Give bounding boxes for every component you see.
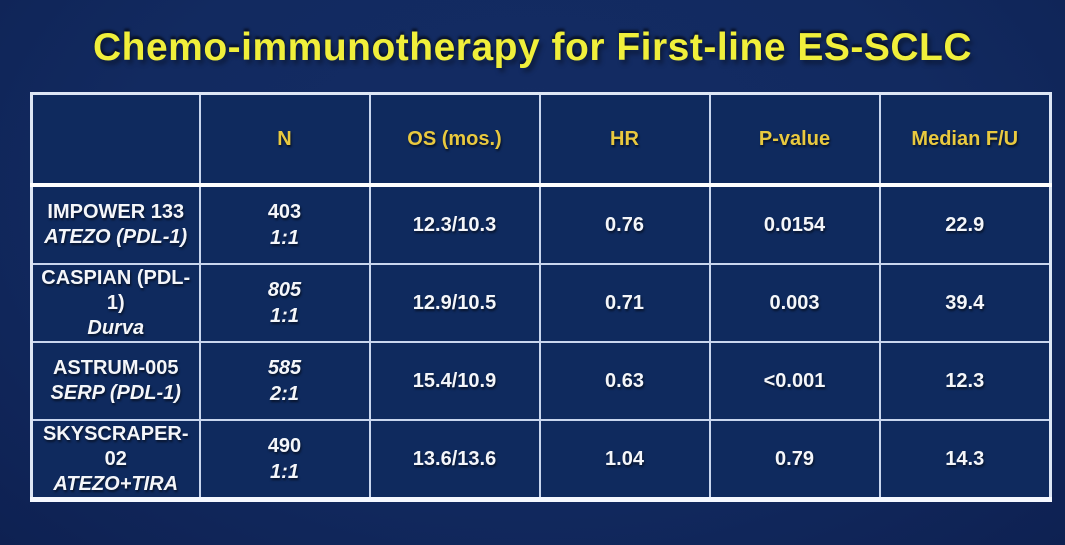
n-value: 585 [267,357,302,379]
trial-name: ASTRUM-005 [52,357,179,379]
n-value: 403 [267,201,302,223]
table-row-impower133: IMPOWER 133 ATEZO (PDL-1) 403 1:1 12.3/1… [30,184,1052,265]
regimen: ATEZO (PDL-1) [44,226,188,248]
trial-name: IMPOWER 133 [47,201,185,223]
trial-label-cell: IMPOWER 133 ATEZO (PDL-1) [30,184,201,265]
n-cell: 403 1:1 [198,184,371,265]
p-value: 0.79 [708,419,881,501]
os-value: 12.9/10.5 [368,263,541,343]
os-value: 13.6/13.6 [368,419,541,501]
n-cell: 490 1:1 [198,419,371,501]
p-value: 0.0154 [708,184,881,265]
col-header-hr: HR [538,92,711,187]
n-value: 805 [267,279,302,301]
col-header-pvalue: P-value [708,92,881,187]
median-fu-value: 14.3 [878,419,1052,501]
col-header-median-fu: Median F/U [878,92,1052,187]
p-value: <0.001 [708,341,881,421]
col-header-n: N [198,92,371,187]
regimen: SERP (PDL-1) [50,382,181,404]
hr-value: 1.04 [538,419,711,501]
median-fu-value: 39.4 [878,263,1052,343]
median-fu-value: 12.3 [878,341,1052,421]
randomization-ratio: 1:1 [270,461,299,483]
randomization-ratio: 2:1 [270,383,299,405]
trials-table: N OS (mos.) HR P-value Median F/U IMPOWE… [30,92,1052,502]
slide-title: Chemo-immunotherapy for First-line ES-SC… [92,26,973,69]
hr-value: 0.71 [538,263,711,343]
table-row-caspian: CASPIAN (PDL-1) Durva 805 1:1 12.9/10.5 … [30,263,1052,343]
trial-label-cell: ASTRUM-005 SERP (PDL-1) [30,341,201,421]
trial-name: SKYSCRAPER-02 [42,422,189,470]
randomization-ratio: 1:1 [270,305,299,327]
trial-label-cell: SKYSCRAPER-02 ATEZO+TIRA [30,419,201,501]
regimen: Durva [87,316,145,339]
regimen: ATEZO+TIRA [53,472,179,495]
hr-value: 0.63 [538,341,711,421]
n-cell: 585 2:1 [198,341,371,421]
trial-name: CASPIAN (PDL-1) [41,266,191,314]
trial-label-cell: CASPIAN (PDL-1) Durva [30,263,201,343]
col-header-os: OS (mos.) [368,92,541,187]
os-value: 12.3/10.3 [368,184,541,265]
p-value: 0.003 [708,263,881,343]
n-value: 490 [267,435,302,457]
table-row-skyscraper02: SKYSCRAPER-02 ATEZO+TIRA 490 1:1 13.6/13… [30,419,1052,501]
n-cell: 805 1:1 [198,263,371,343]
col-header-trial [30,92,201,187]
hr-value: 0.76 [538,184,711,265]
header-row: N OS (mos.) HR P-value Median F/U [30,92,1052,187]
table-row-astrum005: ASTRUM-005 SERP (PDL-1) 585 2:1 15.4/10.… [30,341,1052,421]
os-value: 15.4/10.9 [368,341,541,421]
median-fu-value: 22.9 [878,184,1052,265]
randomization-ratio: 1:1 [270,227,299,249]
